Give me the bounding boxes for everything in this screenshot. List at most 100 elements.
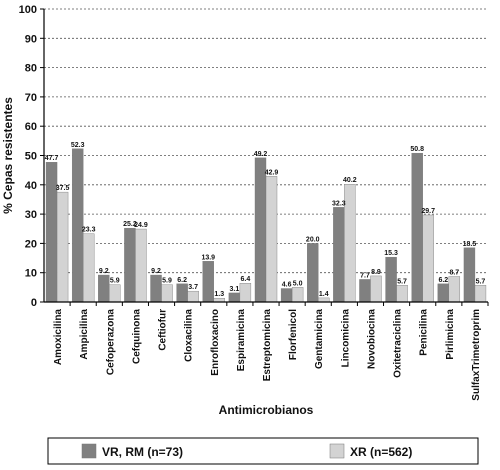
bar <box>202 261 214 303</box>
data-label: 37.5 <box>56 185 70 192</box>
axes <box>43 9 489 306</box>
bar <box>56 191 69 303</box>
data-label: 49.2 <box>254 151 268 158</box>
x-category-label: Enrofloxacino <box>210 309 221 376</box>
bar <box>98 274 110 303</box>
legend-swatch <box>329 443 345 459</box>
bar <box>135 228 147 303</box>
y-tick-label: 80 <box>25 63 37 75</box>
bar <box>71 148 84 303</box>
bar <box>396 285 408 303</box>
legend-label: VR, RM (n=73) <box>102 445 183 459</box>
bar <box>422 214 434 303</box>
bar <box>448 276 461 303</box>
data-label: 25.2 <box>123 221 137 228</box>
bar <box>474 285 487 303</box>
data-label: 9.2 <box>151 268 161 275</box>
data-label: 40.2 <box>343 177 357 184</box>
bar <box>280 288 293 303</box>
bar <box>254 157 267 303</box>
legend: VR, RM (n=73) XR (n=562) <box>47 437 479 465</box>
data-label: 9.2 <box>99 268 109 275</box>
data-labels: 47.737.552.323.39.25.925.224.99.25.9 6.23… <box>45 142 486 298</box>
legend-swatch <box>81 443 97 459</box>
bar <box>82 233 95 303</box>
y-tick-label: 20 <box>25 238 37 250</box>
data-label: 8.7 <box>449 270 459 277</box>
x-category-label: Ampicilina <box>79 309 90 360</box>
legend-label: XR (n=562) <box>350 445 412 459</box>
data-label: 3.7 <box>188 284 198 291</box>
y-tick-label: 50 <box>25 151 37 163</box>
bar <box>109 284 121 303</box>
data-label: 20.0 <box>306 236 320 243</box>
y-tick-label: 70 <box>25 92 37 104</box>
x-category-label: Florfenicol <box>288 309 299 360</box>
data-label: 4.6 <box>282 282 292 289</box>
bar <box>359 279 371 303</box>
x-category-label: Cefquinona <box>131 309 142 364</box>
data-label: 5.9 <box>110 278 120 285</box>
y-tick-label: 0 <box>31 297 37 309</box>
x-category-label: Amoxicilina <box>53 309 64 366</box>
y-tick-label: 60 <box>25 121 37 133</box>
y-axis-ticks: 0 10 20 30 40 50 60 70 80 90 100 <box>19 4 44 309</box>
bar <box>333 207 345 303</box>
data-label: 23.3 <box>82 227 96 234</box>
data-label: 3.1 <box>230 286 240 293</box>
data-label: 6.2 <box>177 277 187 284</box>
bar <box>45 162 58 303</box>
y-tick-label: 40 <box>25 180 37 192</box>
bars <box>45 148 487 303</box>
data-label: 1.4 <box>319 291 329 298</box>
x-category-label: Cefoperazona <box>105 309 116 376</box>
data-label: 1.3 <box>214 291 224 298</box>
gridlines <box>44 8 488 274</box>
legend-box <box>47 437 479 465</box>
x-category-label: Estreptomicina <box>262 309 273 382</box>
bar <box>344 184 356 303</box>
x-category-label: Lincomicina <box>340 309 351 368</box>
data-label: 52.3 <box>71 142 85 149</box>
bar <box>124 227 136 303</box>
data-label: 5.7 <box>397 278 407 285</box>
bar <box>228 292 241 303</box>
data-label: 6.4 <box>241 276 251 283</box>
data-label: 7.7 <box>360 272 370 279</box>
bar <box>161 284 173 303</box>
data-label: 24.9 <box>134 222 148 229</box>
y-tick-label: 100 <box>19 4 37 16</box>
x-category-label: SulfaxTrimetroprim <box>471 309 482 401</box>
bar <box>187 290 199 303</box>
data-label: 50.8 <box>410 146 424 153</box>
bar <box>411 152 423 303</box>
bar <box>239 283 252 303</box>
data-label: 15.3 <box>384 250 398 257</box>
bar <box>307 243 319 303</box>
y-tick-label: 90 <box>25 33 37 45</box>
x-category-label: Gentamicina <box>314 309 325 369</box>
data-label: 32.3 <box>332 200 346 207</box>
data-label: 5.7 <box>476 278 486 285</box>
x-category-label: Cloxacilina <box>184 309 195 362</box>
data-label: 42.9 <box>265 169 279 176</box>
data-label: 5.0 <box>293 280 303 287</box>
y-tick-label: 30 <box>25 209 37 221</box>
bar <box>318 297 330 303</box>
x-category-label: Novobiocina <box>366 309 377 369</box>
x-category-label: Ceftiofur <box>158 309 169 351</box>
data-label: 13.9 <box>201 254 215 261</box>
bar <box>150 274 162 303</box>
data-label: 6.2 <box>438 277 448 284</box>
data-label: 47.7 <box>45 155 59 162</box>
data-label: 8.9 <box>371 269 381 276</box>
x-category-label: Oxitetraciclina <box>393 309 404 378</box>
bar <box>437 283 450 303</box>
y-axis-title: % Cepas resistentes <box>1 97 15 214</box>
x-axis-title: Antimicrobianos <box>219 403 314 417</box>
x-category-label: Penicilina <box>419 309 430 356</box>
bar <box>291 287 304 303</box>
data-label: 5.9 <box>162 278 172 285</box>
bar <box>463 247 476 303</box>
data-label: 18.5 <box>463 241 477 248</box>
